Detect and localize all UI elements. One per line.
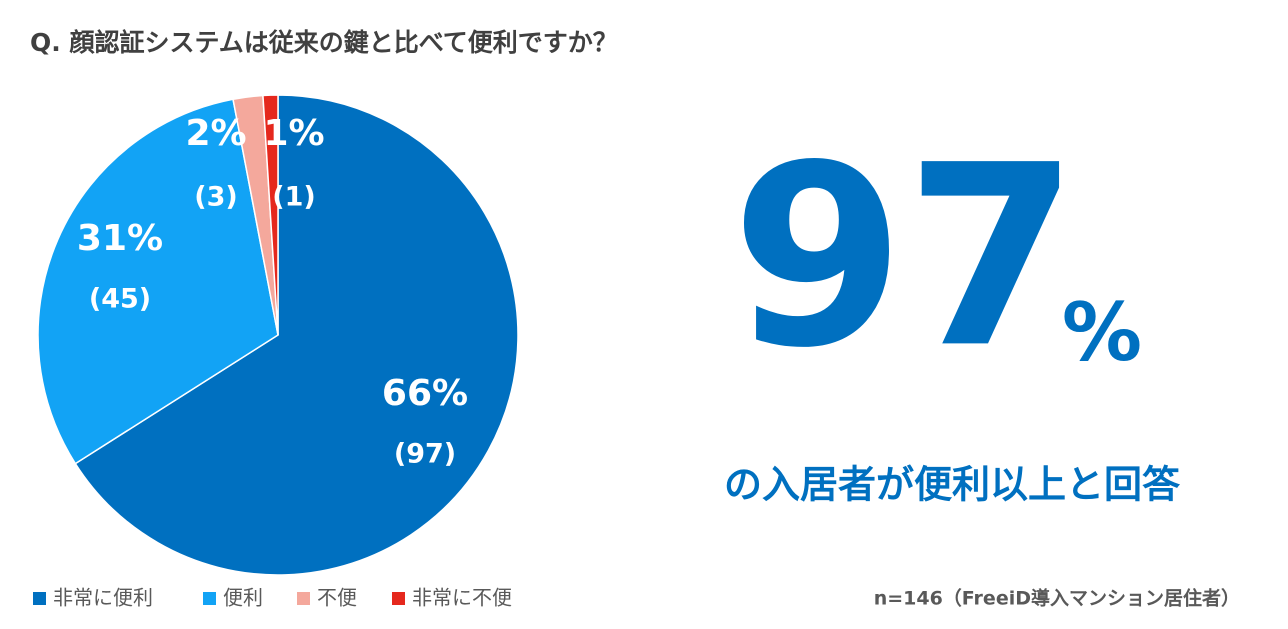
pie-slice <box>262 94 279 336</box>
legend-swatch <box>33 592 46 605</box>
legend-swatch <box>203 592 216 605</box>
value-label: 1% <box>263 113 324 154</box>
legend-label: 非常に不便 <box>412 586 512 610</box>
legend-swatch <box>392 592 405 605</box>
value-label: 31% <box>77 218 163 259</box>
pie-slice <box>37 98 279 465</box>
count-label: (97) <box>394 439 456 470</box>
legend-swatch <box>297 592 310 605</box>
legend-label: 非常に便利 <box>53 586 153 610</box>
highlight-text: の入居者が便利以上と回答 <box>724 463 1181 507</box>
value-label: 2% <box>185 113 246 154</box>
count-label: (3) <box>194 182 237 213</box>
legend-label: 不便 <box>317 586 357 610</box>
value-label: 66% <box>382 373 468 414</box>
highlight-unit: % <box>1062 286 1142 379</box>
pie-slice <box>74 94 519 576</box>
footnote: n=146（FreeiD導入マンション居住者） <box>874 587 1240 610</box>
count-label: (45) <box>89 284 151 315</box>
highlight-value: 97 <box>731 111 1079 402</box>
count-label: (1) <box>272 182 315 213</box>
legend-label: 便利 <box>223 586 263 610</box>
chart-title: Q. 顔認証システムは従来の鍵と比べて便利ですか？ <box>30 28 618 57</box>
